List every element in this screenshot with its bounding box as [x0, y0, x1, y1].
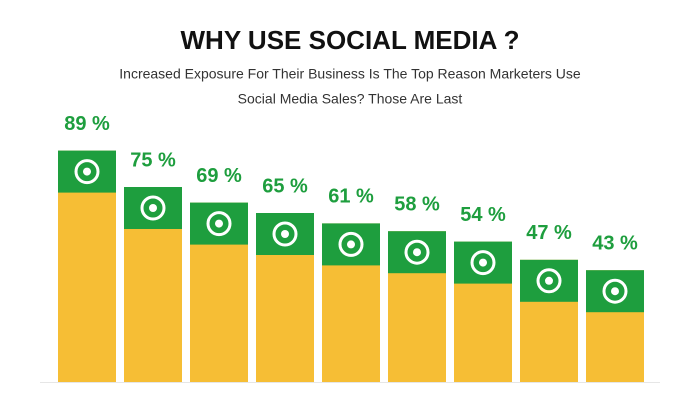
value-label: 89 % [64, 113, 110, 135]
icon [74, 159, 100, 185]
value-label: 69 % [196, 165, 242, 187]
icon [338, 231, 364, 257]
value-label: 54 % [460, 204, 506, 226]
chart-subtitle: Social Media Sales? Those Are Last [238, 91, 463, 107]
value-label: 61 % [328, 186, 374, 208]
icon [281, 230, 289, 238]
value-label: 43 % [592, 232, 638, 254]
chart-title: WHY USE SOCIAL MEDIA ? [181, 25, 520, 55]
icon [479, 258, 487, 267]
icon [83, 167, 91, 176]
icon [149, 204, 157, 212]
value-label: 58 % [394, 193, 440, 215]
icon [272, 221, 298, 247]
value-label: 65 % [262, 175, 308, 197]
icon [404, 239, 430, 265]
icon [215, 219, 223, 228]
value-label: 75 % [130, 149, 176, 171]
icon [347, 240, 355, 249]
icon [536, 268, 562, 294]
chart-subtitle: Increased Exposure For Their Business Is… [119, 66, 581, 82]
icon [206, 211, 232, 237]
icon [611, 287, 619, 296]
icon [545, 276, 553, 285]
icon [602, 278, 628, 304]
icon [140, 195, 166, 221]
icon [470, 250, 496, 276]
icon [413, 248, 421, 257]
value-label: 47 % [526, 222, 572, 244]
